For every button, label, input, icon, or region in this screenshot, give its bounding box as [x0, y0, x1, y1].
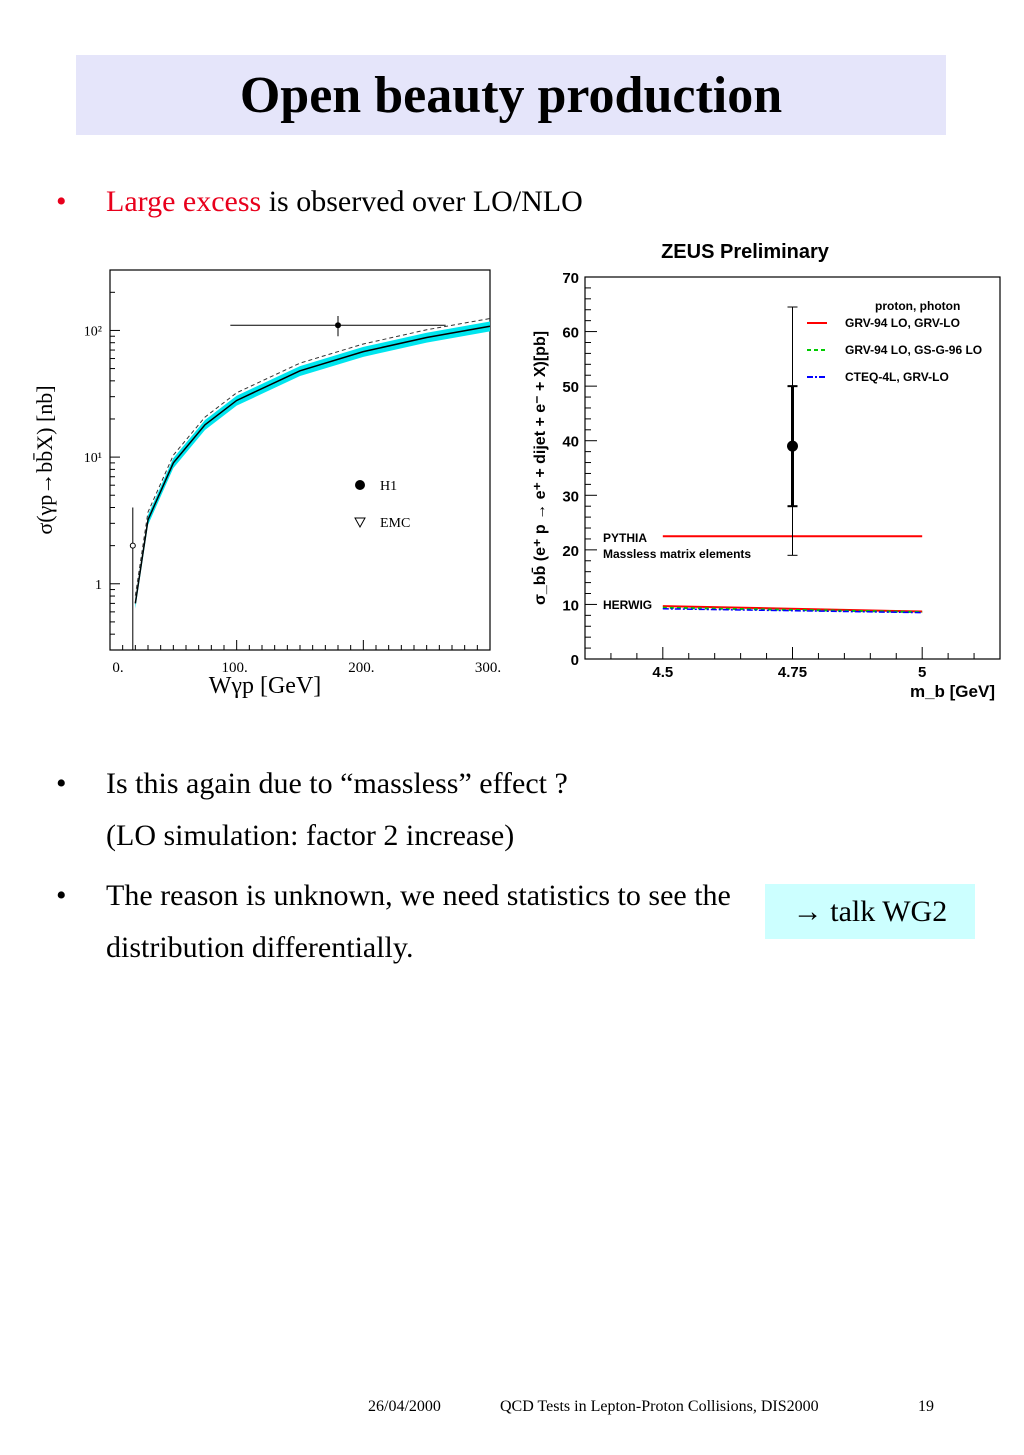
plot-frame	[109, 269, 491, 651]
bullet-marker: •	[56, 767, 67, 800]
footer-page-number: 19	[918, 1398, 934, 1415]
herwig-line-gs	[662, 606, 923, 614]
title-box: Open beauty production	[76, 55, 946, 135]
x-axis-label: Wγp [GeV]	[209, 673, 322, 699]
theory-curve	[134, 325, 491, 604]
herwig-label: HERWIG	[603, 598, 652, 612]
legend-label: GRV-94 LO, GRV-LO	[845, 316, 960, 330]
legend-label: GRV-94 LO, GS-G-96 LO	[845, 343, 982, 357]
highlight-text: Large excess	[106, 185, 262, 218]
x-tick-label: 100.	[222, 660, 248, 676]
talk-reference-box: → talk WG2	[765, 884, 975, 939]
y-tick-label: 30	[562, 488, 579, 505]
legend-h1-label: H1	[380, 479, 397, 494]
y-tick-label: 50	[562, 379, 579, 396]
y-tick-label: 70	[562, 270, 579, 287]
x-tick-label: 5	[918, 664, 926, 681]
bullet-marker: •	[56, 185, 67, 218]
emc-data-point	[129, 542, 136, 549]
x-tick-label: 300.	[475, 660, 501, 676]
bullet-marker: •	[56, 879, 67, 912]
y-tick-label: 20	[562, 543, 579, 560]
y-axis-label: σ_bb̄ (e⁺ p → e⁺ + dijet + e⁻ + X)[pb]	[530, 331, 549, 605]
footer-conference: QCD Tests in Lepton-Proton Collisions, D…	[500, 1398, 819, 1415]
bullet-text: Large excess is observed over LO/NLO	[106, 184, 583, 220]
zeus-preliminary-chart: ZEUS Preliminary 0 10 20 30 40 50 60 70 4.5 4.75 5 P…	[530, 241, 1001, 701]
bullet-line-2: distribution differentially.	[106, 931, 414, 964]
bullet-rest-text: is observed over LO/NLO	[261, 185, 583, 218]
x-axis-label: m_b [GeV]	[910, 682, 995, 701]
page-title: Open beauty production	[239, 66, 783, 124]
h1-cross-section-chart: 0. 100. 200. 300. 1 10¹ 10² H1 EMC Wγp [GeV] σ(γp→…	[32, 269, 501, 699]
x-tick-label: 0.	[112, 660, 123, 676]
y-tick-label: 10¹	[84, 451, 102, 466]
bullet-line-2: (LO simulation: factor 2 increase)	[106, 819, 515, 852]
y-tick-label: 1	[95, 578, 102, 593]
y-tick-label: 10	[562, 597, 579, 614]
x-tick-label: 4.75	[778, 664, 807, 681]
footer-date: 26/04/2000	[368, 1398, 441, 1415]
legend-emc-marker	[354, 517, 366, 529]
pythia-sublabel: Massless matrix elements	[603, 547, 751, 561]
herwig-line-cteq	[662, 608, 923, 614]
x-tick-label: 4.5	[652, 664, 673, 681]
y-tick-label: 10²	[84, 324, 102, 339]
theory-curve-dashed	[134, 318, 491, 596]
pythia-label: PYTHIA	[603, 531, 647, 545]
legend-emc-label: EMC	[380, 516, 410, 531]
zeus-data-point	[787, 440, 798, 452]
h1-data-point	[335, 322, 341, 329]
bullet-line-1: The reason is unknown, we need statistic…	[106, 879, 731, 912]
y-axis-label: σ(γp→bb̄X) [nb]	[32, 385, 57, 534]
y-tick-label: 40	[562, 434, 579, 451]
herwig-line-grv	[662, 605, 923, 613]
legend-label: CTEQ-4L, GRV-LO	[845, 370, 949, 384]
x-tick-label: 200.	[348, 660, 374, 676]
bullet-line-1: Is this again due to “massless” effect ?	[106, 767, 568, 800]
legend-header: proton, photon	[875, 299, 960, 313]
y-tick-label: 0	[571, 652, 579, 669]
y-tick-label: 60	[562, 325, 579, 342]
theory-band	[135, 321, 490, 609]
legend-h1-marker	[355, 480, 365, 490]
chart-title: ZEUS Preliminary	[661, 241, 830, 263]
